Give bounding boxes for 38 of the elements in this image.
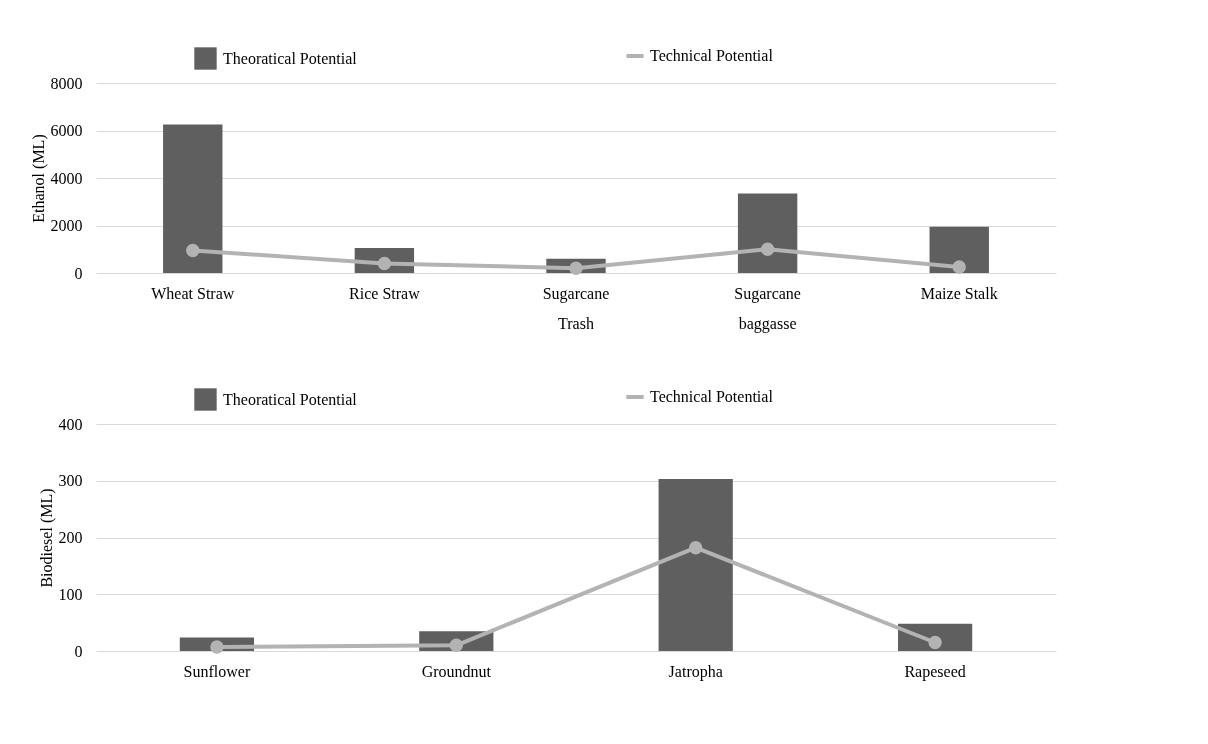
legend-label: Technical Potential: [650, 47, 774, 64]
point: [449, 638, 463, 653]
point: [952, 260, 966, 274]
x-tick-label: Sugarcane Trash: [542, 284, 610, 332]
legend-label: Technical Potential: [650, 388, 774, 405]
y-tick-label: 400: [58, 415, 83, 433]
x-tick-label: Sugarcane baggasse: [734, 284, 801, 333]
x-tick-label: Rapeseed: [904, 662, 966, 681]
x-tick-label: Groundnut: [421, 662, 492, 680]
bar: [929, 226, 989, 273]
legend-label: Theoratical Potential: [223, 390, 358, 408]
bar: [163, 124, 223, 273]
x-tick-label: Maize Stalk: [920, 284, 998, 302]
bar: [658, 479, 733, 651]
y-axis-title: Ethanol (ML): [29, 134, 48, 223]
legend-label: Theoratical Potential: [223, 49, 358, 67]
point: [186, 243, 200, 258]
y-tick-label: 2000: [50, 217, 83, 234]
point: [928, 635, 942, 650]
point: [210, 640, 224, 654]
bar: [737, 193, 798, 273]
x-tick-label: Sunflower: [183, 662, 251, 680]
y-axis-title: Biodiesel (ML): [37, 488, 56, 588]
point: [377, 256, 392, 271]
y-tick-label: 8000: [50, 74, 83, 92]
y-tick-label: 0: [74, 642, 83, 660]
point: [760, 242, 775, 256]
y-tick-label: 100: [58, 585, 83, 603]
y-tick-label: 4000: [50, 169, 83, 187]
x-tick-label: Jatropha: [668, 662, 723, 681]
y-tick-label: 300: [58, 472, 83, 490]
point: [569, 261, 583, 275]
x-tick-label: Wheat Straw: [151, 284, 235, 302]
point: [689, 541, 703, 555]
x-tick-label: Rice Straw: [349, 284, 421, 302]
y-tick-label: 0: [74, 264, 83, 282]
y-tick-label: 200: [58, 529, 83, 546]
y-tick-label: 6000: [50, 122, 83, 139]
